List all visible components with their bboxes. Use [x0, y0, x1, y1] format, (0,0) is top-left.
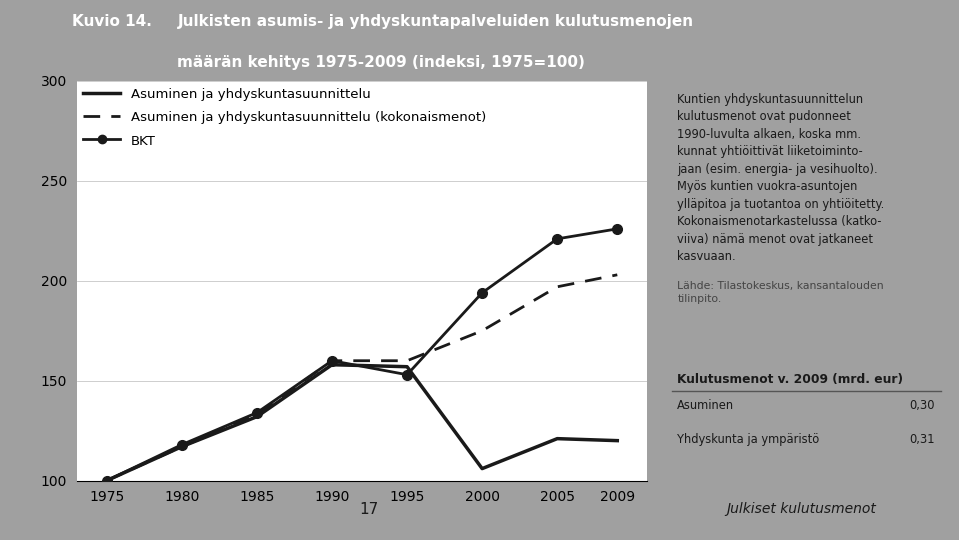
Text: Kulutusmenot v. 2009 (mrd. eur): Kulutusmenot v. 2009 (mrd. eur) [677, 373, 903, 386]
Text: Kuntien yhdyskuntasuunnittelun
kulutusmenot ovat pudonneet
1990-luvulta alkaen, : Kuntien yhdyskuntasuunnittelun kulutusme… [677, 93, 884, 264]
Text: Kuvio 14.: Kuvio 14. [72, 14, 152, 29]
Text: Julkiset kulutusmenot: Julkiset kulutusmenot [726, 502, 876, 516]
Text: 0,30: 0,30 [909, 399, 935, 411]
Legend: Asuminen ja yhdyskuntasuunnittelu, Asuminen ja yhdyskuntasuunnittelu (kokonaisme: Asuminen ja yhdyskuntasuunnittelu, Asumi… [83, 87, 486, 147]
Text: määrän kehitys 1975-2009 (indeksi, 1975=100): määrän kehitys 1975-2009 (indeksi, 1975=… [177, 55, 585, 70]
Text: Asuminen: Asuminen [677, 399, 735, 411]
Text: Julkisten asumis- ja yhdyskuntapalveluiden kulutusmenojen: Julkisten asumis- ja yhdyskuntapalveluid… [177, 14, 693, 29]
Text: Yhdyskunta ja ympäristö: Yhdyskunta ja ympäristö [677, 433, 820, 446]
Text: Lähde: Tilastokeskus, kansantalouden
tilinpito.: Lähde: Tilastokeskus, kansantalouden til… [677, 281, 884, 303]
Text: 0,31: 0,31 [909, 433, 935, 446]
Text: 17: 17 [360, 502, 379, 517]
